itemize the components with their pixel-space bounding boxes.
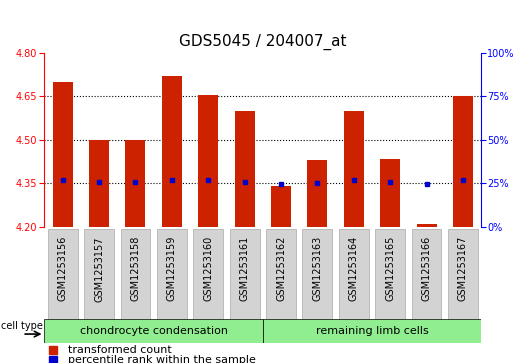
Text: GSM1253156: GSM1253156 [58, 236, 67, 301]
Title: GDS5045 / 204007_at: GDS5045 / 204007_at [179, 34, 347, 50]
Bar [448, 229, 478, 321]
Bar [412, 229, 441, 321]
Text: GSM1253158: GSM1253158 [130, 236, 141, 301]
Bar [84, 229, 114, 321]
Bar [376, 229, 405, 321]
Text: GSM1253165: GSM1253165 [385, 236, 395, 301]
Bar [308, 160, 327, 227]
Text: GSM1253159: GSM1253159 [167, 236, 177, 301]
Bar [126, 140, 145, 227]
Bar [48, 229, 77, 321]
Bar [380, 159, 400, 227]
Text: GSM1253160: GSM1253160 [203, 236, 213, 301]
Bar [120, 229, 150, 321]
Bar [157, 229, 187, 321]
Bar [263, 319, 481, 343]
Bar [266, 229, 296, 321]
Bar [162, 76, 182, 227]
Bar [230, 229, 259, 321]
Text: GSM1253167: GSM1253167 [458, 236, 468, 301]
Bar [235, 111, 255, 227]
Bar [198, 95, 218, 227]
Bar [44, 319, 263, 343]
Text: GSM1253161: GSM1253161 [240, 236, 249, 301]
Bar [194, 229, 223, 321]
Text: GSM1253162: GSM1253162 [276, 236, 286, 301]
Text: GSM1253163: GSM1253163 [312, 236, 322, 301]
Text: GSM1253157: GSM1253157 [94, 236, 104, 302]
Text: remaining limb cells: remaining limb cells [315, 326, 428, 336]
Bar [271, 186, 291, 227]
Text: GSM1253166: GSM1253166 [422, 236, 431, 301]
Text: cell type: cell type [1, 321, 43, 331]
Bar [89, 140, 109, 227]
Bar [453, 96, 473, 227]
Text: transformed count: transformed count [69, 345, 172, 355]
Bar [53, 82, 73, 227]
Text: GSM1253164: GSM1253164 [349, 236, 359, 301]
Bar [339, 229, 369, 321]
Bar [302, 229, 332, 321]
Bar [344, 111, 364, 227]
Text: chondrocyte condensation: chondrocyte condensation [79, 326, 228, 336]
Bar [416, 224, 437, 227]
Text: percentile rank within the sample: percentile rank within the sample [69, 355, 256, 363]
